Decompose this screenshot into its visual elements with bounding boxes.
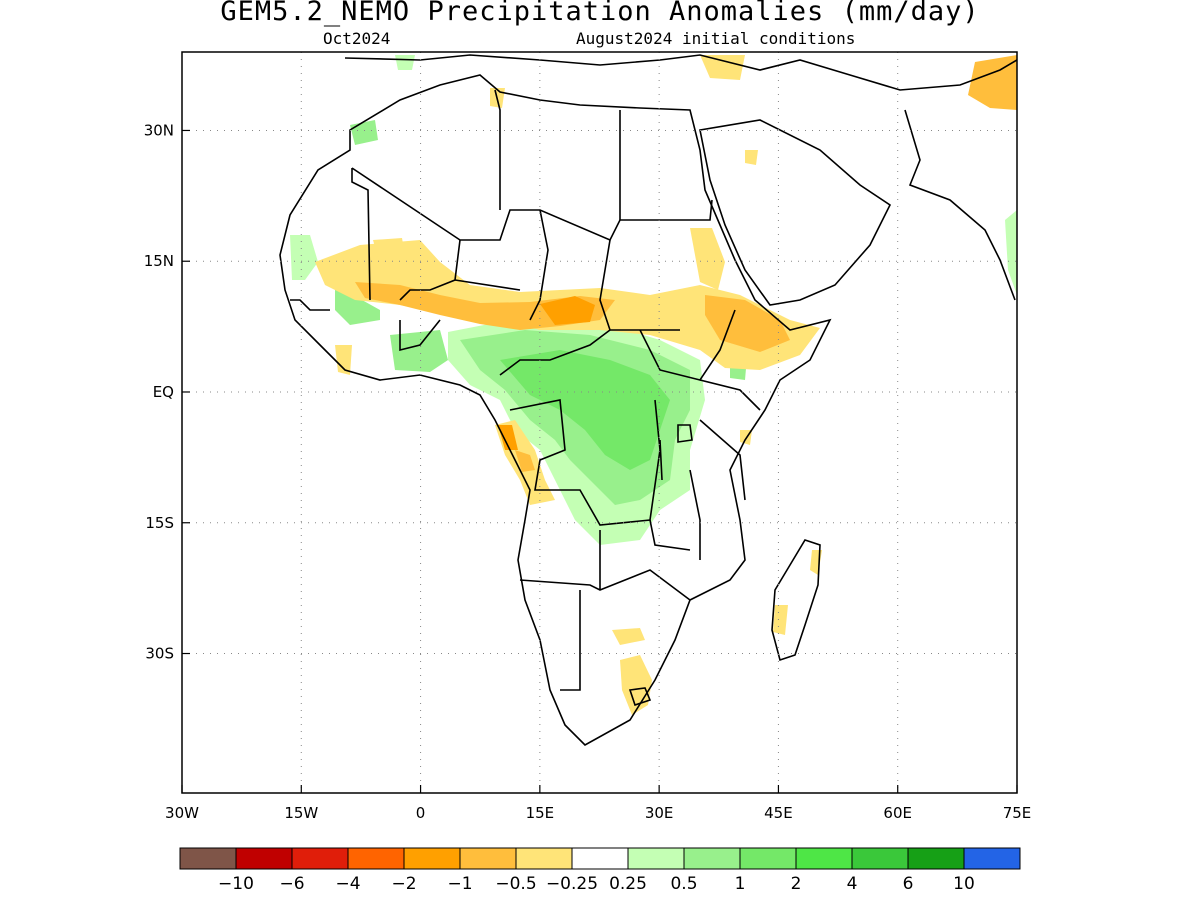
color-legend-label: −10 [218, 874, 254, 894]
color-legend-label: 4 [847, 874, 858, 894]
color-legend-label: −4 [335, 874, 360, 894]
color-swatch [795, 847, 853, 870]
color-swatch [515, 847, 573, 870]
color-legend-label: −0.25 [546, 874, 598, 894]
x-tick-label: 75E [1003, 804, 1032, 822]
x-tick-label: 45E [764, 804, 793, 822]
color-legend-label: −1 [447, 874, 472, 894]
color-legend-label: 0.5 [670, 874, 697, 894]
color-swatch [627, 847, 685, 870]
color-legend-label: 2 [791, 874, 802, 894]
color-swatch [571, 847, 629, 870]
y-tick-label: EQ [153, 383, 174, 401]
coastlines [279, 54, 1017, 746]
color-legend-label: −6 [279, 874, 304, 894]
color-swatch [347, 847, 405, 870]
color-swatch [291, 847, 349, 870]
map-title: GEM5.2_NEMO Precipitation Anomalies (mm/… [220, 0, 980, 27]
color-swatch [683, 847, 741, 870]
forecast-month: Oct2024 [323, 29, 391, 48]
x-tick-label: 0 [416, 804, 426, 822]
color-legend-label: −0.5 [495, 874, 536, 894]
color-swatch [459, 847, 517, 870]
color-legend-label: 10 [953, 874, 975, 894]
color-swatch [403, 847, 461, 870]
x-tick-label: 30W [165, 804, 199, 822]
color-legend-label: 1 [735, 874, 746, 894]
color-legend-label: 0.25 [609, 874, 647, 894]
plot-frame [181, 51, 1018, 794]
anomaly-shading [290, 55, 1017, 715]
x-tick-label: 30E [645, 804, 674, 822]
color-swatch [235, 847, 293, 870]
x-axis: 30W 15W 0 15E 30E 45E 60E 75E [165, 785, 1031, 822]
color-swatch [907, 847, 965, 870]
y-tick-label: 30N [144, 121, 174, 139]
x-tick-label: 15E [526, 804, 555, 822]
y-tick-label: 30S [145, 645, 174, 663]
color-swatch [179, 847, 237, 870]
color-swatch [739, 847, 797, 870]
color-swatch [963, 847, 1021, 870]
color-legend-label: −2 [391, 874, 416, 894]
x-tick-label: 60E [883, 804, 912, 822]
y-axis: 30N 15N EQ 15S 30S [144, 121, 190, 663]
y-tick-label: 15S [145, 514, 174, 532]
color-legend: −10 −6 −4 −2 −1 −0.5 −0.25 0.25 0.5 1 2 4 6 10 [179, 847, 1021, 894]
color-legend-label: 6 [903, 874, 914, 894]
initial-conditions: August2024 initial conditions [576, 29, 856, 48]
y-tick-label: 15N [144, 252, 174, 270]
x-tick-label: 15W [284, 804, 318, 822]
color-swatch [851, 847, 909, 870]
